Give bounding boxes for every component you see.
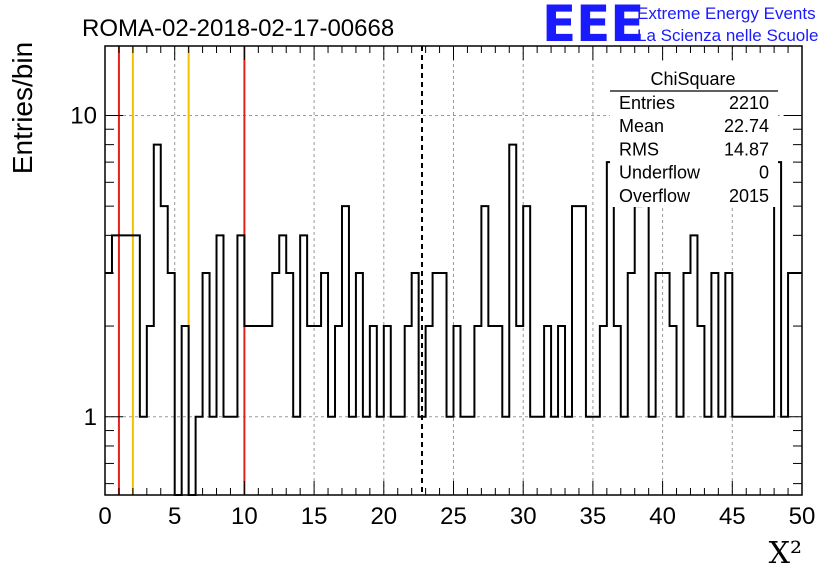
chart-title: ROMA-02-2018-02-17-00668: [82, 15, 394, 42]
x-axis-label: X²: [769, 536, 802, 571]
x-tick-label: 10: [231, 503, 258, 530]
stats-box-title: ChiSquare: [650, 69, 735, 89]
x-tick-label: 5: [168, 503, 181, 530]
x-tick-label: 40: [649, 503, 676, 530]
x-tick-label: 15: [301, 503, 328, 530]
x-tick-label: 30: [510, 503, 537, 530]
x-tick-label: 50: [789, 503, 816, 530]
stats-row-label: Underflow: [619, 163, 701, 183]
marker-lines: [117, 46, 423, 495]
y-tick-label: 10: [70, 102, 97, 129]
stats-row-value: 2015: [729, 186, 769, 206]
y-tick-label: 1: [84, 404, 97, 431]
stats-row-value: 22.74: [724, 116, 769, 136]
stats-row-label: Mean: [619, 116, 664, 136]
stats-rows: Entries 2210 Mean 22.74 RMS 14.87 Underflow 0 Ov…: [619, 93, 769, 206]
histogram-bins: [105, 128, 802, 496]
stats-row-label: RMS: [619, 139, 659, 159]
stats-row-value: 2210: [729, 93, 769, 113]
x-tick-label: 20: [370, 503, 397, 530]
eee-logo: EEE Extreme Energy Events La Scienza nel…: [542, 0, 818, 53]
stats-row-value: 14.87: [724, 139, 769, 159]
x-tick-label: 0: [98, 503, 111, 530]
stats-row-label: Overflow: [619, 186, 691, 206]
axes: 0 5 10 15 20 25 30 35 40 45 50 1 10: [70, 45, 816, 530]
y-axis-label: Entries/bin: [7, 42, 38, 174]
x-tick-label: 35: [580, 503, 607, 530]
stats-box: ChiSquare Entries 2210 Mean 22.74 RMS 14.87 Un…: [610, 64, 778, 207]
eee-logo-line1: Extreme Energy Events: [637, 4, 816, 23]
eee-logo-line2: La Scienza nelle Scuole: [637, 26, 818, 45]
stats-row-label: Entries: [619, 93, 675, 113]
x-tick-label: 25: [440, 503, 467, 530]
histogram-outline: [105, 128, 802, 496]
stats-row-value: 0: [759, 163, 769, 183]
x-tick-label: 45: [719, 503, 746, 530]
stats-box-background: [610, 64, 778, 207]
eee-logo-mark: EEE: [542, 0, 644, 53]
